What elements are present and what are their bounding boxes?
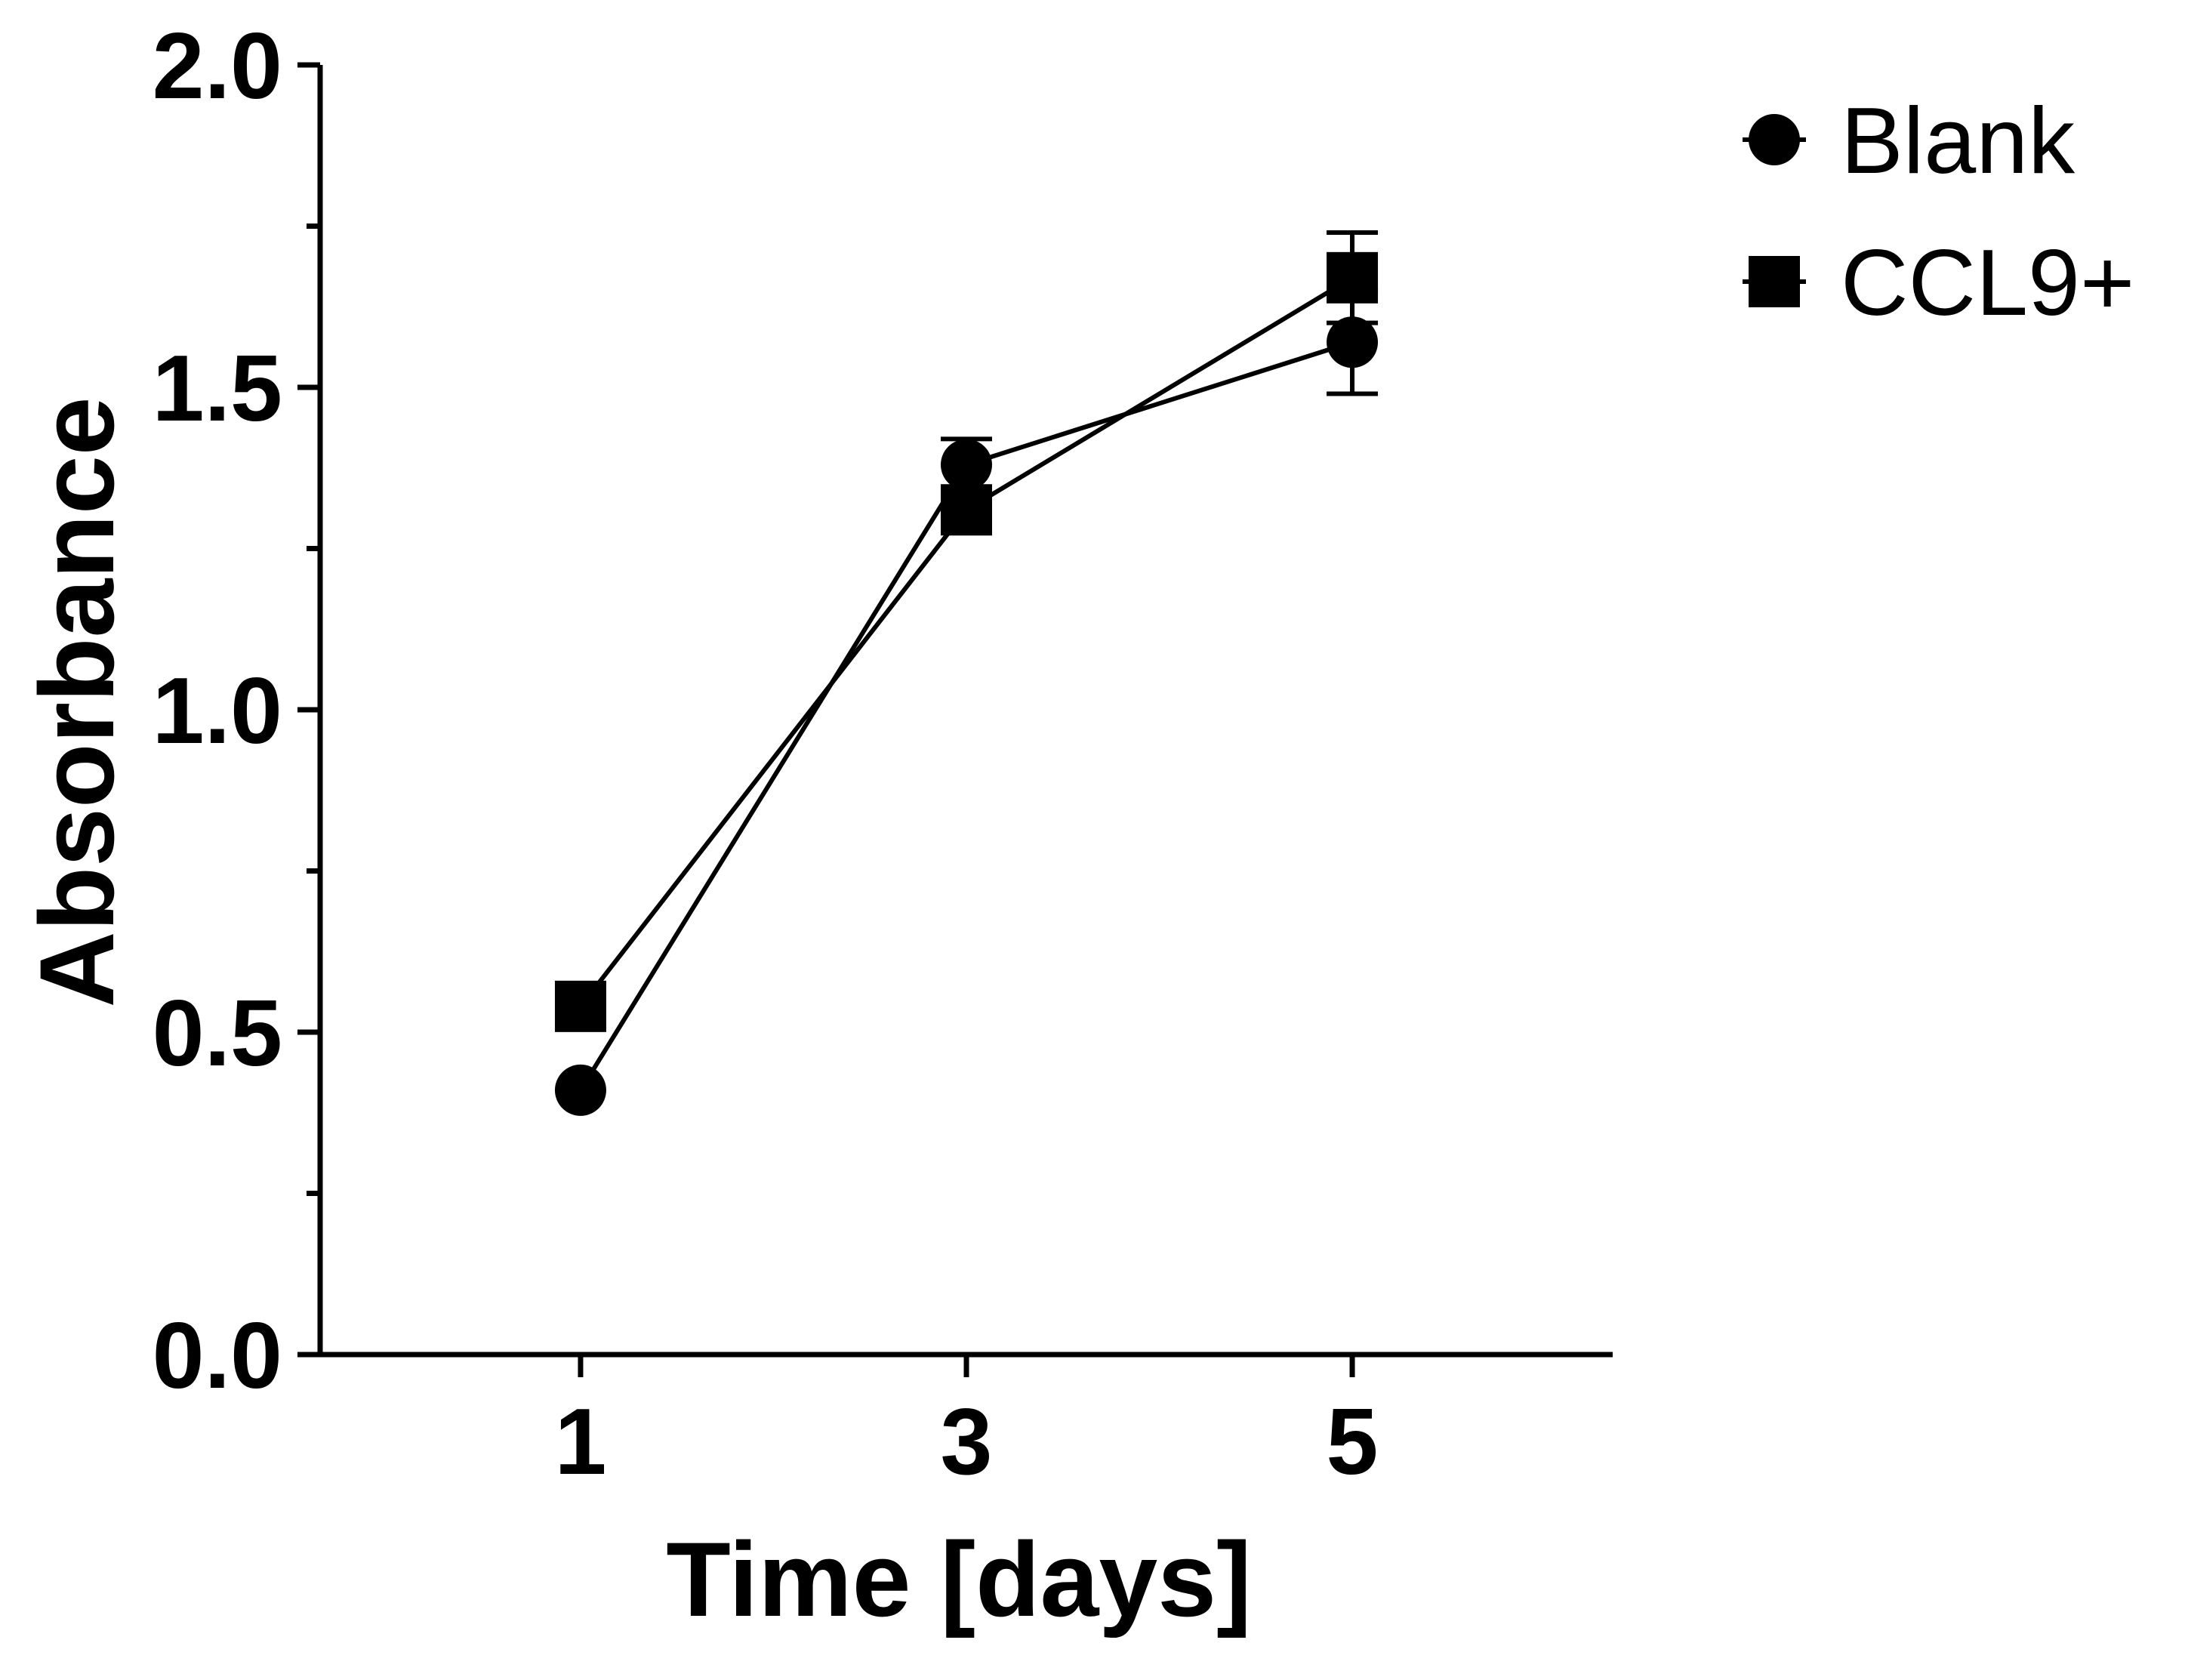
y-tick-label: 1.5 [153, 337, 282, 441]
data-point-circle [554, 1064, 606, 1116]
data-point-square [554, 980, 606, 1032]
y-tick-label: 0.5 [153, 982, 282, 1086]
legend-item: CCL9+ [1743, 231, 2134, 335]
x-tick-label: 1 [554, 1390, 606, 1494]
y-tick-label: 0.0 [153, 1304, 282, 1408]
y-tick-label: 1.0 [153, 659, 282, 763]
x-tick-label: 3 [941, 1390, 993, 1494]
data-point-square [1327, 251, 1379, 304]
y-tick-label: 2.0 [153, 14, 282, 119]
legend-label: Blank [1841, 89, 2076, 193]
legend-label: CCL9+ [1841, 231, 2134, 335]
y-axis-title: Absorbance [17, 396, 136, 1007]
series-blank [554, 288, 1379, 1116]
x-axis-title: Time [days] [666, 1520, 1251, 1638]
legend-square-icon [1749, 256, 1800, 307]
y-ticks: 0.0 0.5 1.0 1.5 2.0 [153, 14, 320, 1408]
x-tick-label: 5 [1327, 1390, 1379, 1494]
legend: Blank CCL9+ [1743, 89, 2134, 335]
x-ticks: 1 3 5 [554, 1355, 1379, 1494]
data-point-square [941, 484, 992, 536]
series-line [578, 276, 1354, 1008]
series-ccl9- [554, 230, 1379, 1032]
series-layer [554, 230, 1379, 1116]
legend-item: Blank [1743, 89, 2076, 193]
data-point-circle [1327, 316, 1379, 368]
data-point-circle [941, 439, 992, 491]
legend-circle-icon [1749, 114, 1800, 165]
